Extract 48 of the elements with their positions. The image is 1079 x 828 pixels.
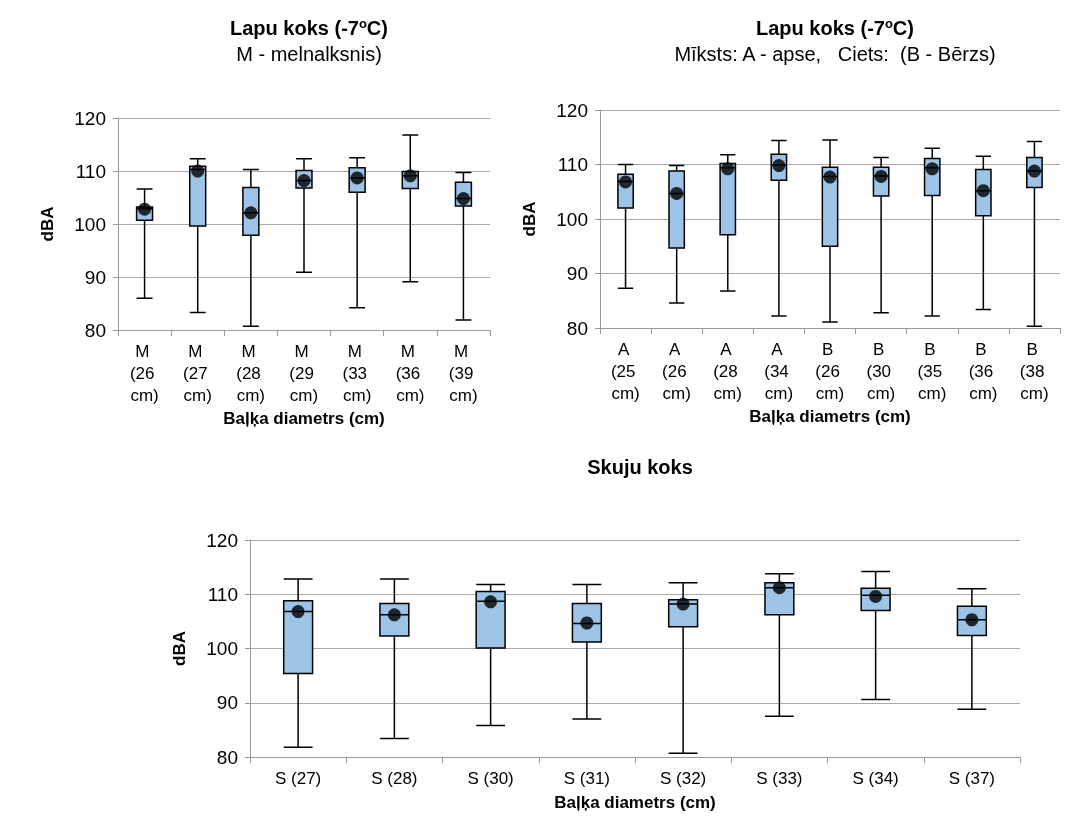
x-tick-label: S (33) xyxy=(756,768,803,788)
y-tick-label: 120 xyxy=(556,99,588,121)
x-tick-label: B (26 cm) xyxy=(815,339,845,403)
x-tick-label: A (25 cm) xyxy=(610,339,641,403)
chart-title: Skuju koks xyxy=(587,456,693,478)
x-tick-label: S (37) xyxy=(948,768,996,788)
y-tick-label: 90 xyxy=(566,263,588,284)
x-tick-label: M (28 cm) xyxy=(236,341,266,405)
x-tick-label: S (28) xyxy=(371,768,418,788)
x-tick-label: S (34) xyxy=(852,768,899,788)
x-tick-label: S (27) xyxy=(274,768,322,788)
y-tick-label: 100 xyxy=(206,638,238,659)
y-axis-title: dBA xyxy=(170,631,189,666)
x-axis-title: Baļķa diametrs (cm) xyxy=(223,409,385,428)
y-tick-label: 100 xyxy=(74,213,106,235)
x-tick-label: A (28 cm) xyxy=(713,339,743,403)
x-tick-label: A (34 cm) xyxy=(764,339,794,403)
x-tick-label: M (29 cm) xyxy=(289,341,319,405)
x-tick-label: M (36 cm) xyxy=(395,341,425,405)
x-axis-title: Baļķa diametrs (cm) xyxy=(749,407,911,426)
y-tick-label: 120 xyxy=(74,107,106,129)
x-tick-label: B (36 cm) xyxy=(968,339,998,403)
y-tick-label: 110 xyxy=(207,583,238,605)
x-tick-label: S (30) xyxy=(467,768,514,788)
x-tick-label: S (31) xyxy=(563,768,611,788)
chart-subtitle: Mīksts: A - apse, Ciets: (B - Bērzs) xyxy=(674,42,996,65)
y-tick-label: 80 xyxy=(566,317,588,339)
x-tick-label: B (38 cm) xyxy=(1019,339,1050,403)
y-axis-title: dBA xyxy=(38,206,57,242)
x-tick-label: S (32) xyxy=(659,768,707,788)
y-tick-label: 100 xyxy=(556,208,588,230)
y-tick-label: 110 xyxy=(75,160,106,182)
y-tick-label: 80 xyxy=(216,746,238,768)
y-axis-title: dBA xyxy=(520,201,539,237)
x-tick-label: M (33 cm) xyxy=(342,341,372,405)
y-tick-label: 120 xyxy=(206,529,238,551)
y-tick-label: 110 xyxy=(557,154,588,175)
y-tick-label: 90 xyxy=(84,266,106,288)
y-tick-label: 80 xyxy=(84,319,106,341)
x-axis-title: Baļķa diametrs (cm) xyxy=(554,792,716,812)
x-tick-label: M (39 cm) xyxy=(448,341,479,405)
chart-subtitle: M - melnalksnis) xyxy=(236,42,382,65)
x-tick-label: A (26 cm) xyxy=(662,339,692,403)
x-tick-label: B (35 cm) xyxy=(917,339,947,403)
x-tick-label: M (27 cm) xyxy=(183,341,213,405)
x-tick-label: M (26 cm) xyxy=(129,341,160,405)
x-tick-label: B (30 cm) xyxy=(866,339,896,403)
y-tick-label: 90 xyxy=(216,692,238,714)
